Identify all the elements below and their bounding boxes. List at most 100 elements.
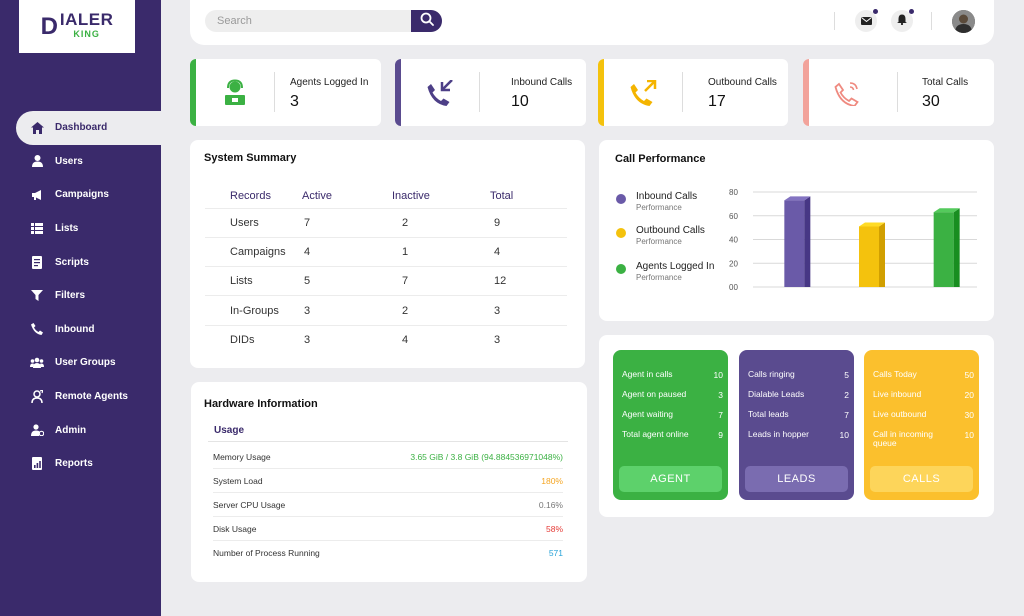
legend-sublabel: Performance: [636, 237, 682, 246]
agent-button[interactable]: AGENT: [619, 466, 722, 492]
table-cell: 12: [490, 266, 567, 297]
card-row-label: Call in incoming queue: [873, 429, 933, 448]
stat-card-inbound-calls[interactable]: Inbound Calls 10: [395, 59, 586, 126]
sidebar-item-users[interactable]: Users: [0, 145, 161, 179]
hardware-value: 58%: [545, 523, 563, 534]
card-row-value: 2: [844, 390, 849, 400]
sidebar-nav: Dashboard Users Campaigns Lists Scripts: [0, 111, 161, 481]
remote-agent-icon: [30, 390, 44, 404]
table-cell: 2: [392, 295, 490, 326]
table-cell: In-Groups: [205, 295, 302, 326]
stat-accent-bar: [190, 59, 196, 126]
column-header: Inactive: [392, 184, 490, 209]
legend-label: Agents Logged In: [636, 261, 715, 272]
table-cell: Campaigns: [205, 237, 302, 268]
card-row-value: 20: [964, 390, 974, 400]
bar-agents-logged-in: [933, 208, 960, 287]
table-row: DIDs 3 4 3: [205, 325, 567, 354]
sidebar-item-label: Campaigns: [55, 189, 109, 201]
table-cell: Lists: [205, 266, 302, 297]
header-divider: [931, 12, 932, 30]
notifications-button[interactable]: [891, 9, 914, 32]
sidebar-item-admin[interactable]: Admin: [0, 413, 161, 447]
logo[interactable]: D IALER KING: [19, 0, 135, 53]
hardware-row: Server CPU Usage 0.16%: [213, 493, 563, 517]
agent-card: Agent in calls 10 Agent on paused 3 Agent …: [613, 350, 728, 500]
sidebar-item-label: Inbound: [55, 323, 95, 335]
legend-label: Outbound Calls: [636, 225, 705, 236]
legend-swatch: [616, 194, 626, 204]
card-row: Call in incoming queue 10: [873, 430, 974, 448]
leads-card: Calls ringing 5 Dialable Leads 2 Total lea…: [739, 350, 854, 500]
sidebar-item-remote-agents[interactable]: Remote Agents: [0, 380, 161, 414]
table-cell: 4: [402, 334, 409, 347]
card-row-value: 10: [964, 430, 974, 440]
sidebar-item-campaigns[interactable]: Campaigns: [0, 178, 161, 212]
sidebar-item-label: Scripts: [55, 256, 89, 268]
card-row: Total leads 7: [748, 410, 849, 421]
calls-button[interactable]: CALLS: [870, 466, 973, 492]
notification-dot: [873, 9, 878, 14]
report-icon: [30, 457, 44, 471]
user-icon: [30, 154, 44, 168]
stat-label: Agents Logged In: [290, 77, 369, 88]
script-icon: [30, 255, 44, 269]
stat-value: 17: [708, 93, 726, 110]
table-cell: Users: [205, 208, 302, 238]
user-avatar[interactable]: [952, 10, 975, 33]
legend-swatch: [616, 264, 626, 274]
sidebar-item-scripts[interactable]: Scripts: [0, 245, 161, 279]
search-button[interactable]: [411, 10, 442, 32]
card-row-value: 3: [718, 390, 723, 400]
stat-value: 10: [511, 93, 529, 110]
card-row: Agent in calls 10: [622, 370, 723, 381]
sidebar-item-filters[interactable]: Filters: [0, 279, 161, 313]
y-tick-label: 00: [729, 283, 738, 292]
sidebar-item-lists[interactable]: Lists: [0, 212, 161, 246]
sidebar-item-user-groups[interactable]: User Groups: [0, 346, 161, 380]
megaphone-icon: [30, 188, 44, 202]
legend-label: Inbound Calls: [636, 191, 698, 202]
table-cell: 4: [490, 237, 567, 268]
bar-outbound-calls: [859, 222, 885, 287]
table-cell: 1: [392, 237, 490, 268]
list-icon: [30, 222, 44, 236]
messages-button[interactable]: [855, 9, 878, 32]
sidebar-item-inbound[interactable]: Inbound: [0, 313, 161, 347]
y-tick-label: 40: [729, 236, 738, 245]
sidebar-item-label: Remote Agents: [55, 391, 128, 403]
sidebar-item-reports[interactable]: Reports: [0, 447, 161, 481]
panel-title: System Summary: [204, 152, 297, 164]
table-cell: 3: [490, 295, 567, 326]
agent-icon: [210, 77, 260, 109]
logo-name: IALER: [59, 9, 114, 29]
search-input[interactable]: [205, 10, 405, 32]
y-tick-label: 80: [729, 188, 738, 197]
stat-card-outbound-calls[interactable]: Outbound Calls 17: [598, 59, 788, 126]
hardware-label: Disk Usage: [213, 523, 257, 534]
stat-accent-bar: [598, 59, 604, 126]
phone-icon: [30, 322, 44, 336]
system-summary-table: Records Active Inactive Total Users 7 2 …: [205, 184, 567, 354]
stat-card-total-calls[interactable]: Total Calls 30: [803, 59, 994, 126]
sidebar-item-dashboard[interactable]: Dashboard: [16, 111, 161, 145]
table-cell: 7: [392, 266, 490, 297]
table-cell: 5: [302, 266, 392, 297]
stat-card-agents-logged-in[interactable]: Agents Logged In 3: [190, 59, 381, 126]
table-row: Users 7 2 9: [205, 208, 567, 238]
card-row: Dialable Leads 2: [748, 390, 849, 401]
column-header: Total: [490, 184, 567, 209]
sidebar-item-label: User Groups: [55, 357, 116, 369]
stat-label: Outbound Calls: [708, 77, 777, 88]
card-row-label: Calls ringing: [748, 369, 795, 379]
leads-button[interactable]: LEADS: [745, 466, 848, 492]
table-row: Campaigns 4 1 4: [205, 237, 567, 268]
hardware-label: Server CPU Usage: [213, 499, 286, 510]
table-cell: 9: [490, 208, 567, 238]
hardware-label: System Load: [213, 475, 263, 486]
home-icon: [30, 121, 44, 135]
table-cell: DIDs: [230, 334, 255, 347]
card-row: Agent on paused 3: [622, 390, 723, 401]
admin-icon: [30, 423, 44, 437]
table-header-row: Records Active Inactive Total: [205, 184, 567, 209]
